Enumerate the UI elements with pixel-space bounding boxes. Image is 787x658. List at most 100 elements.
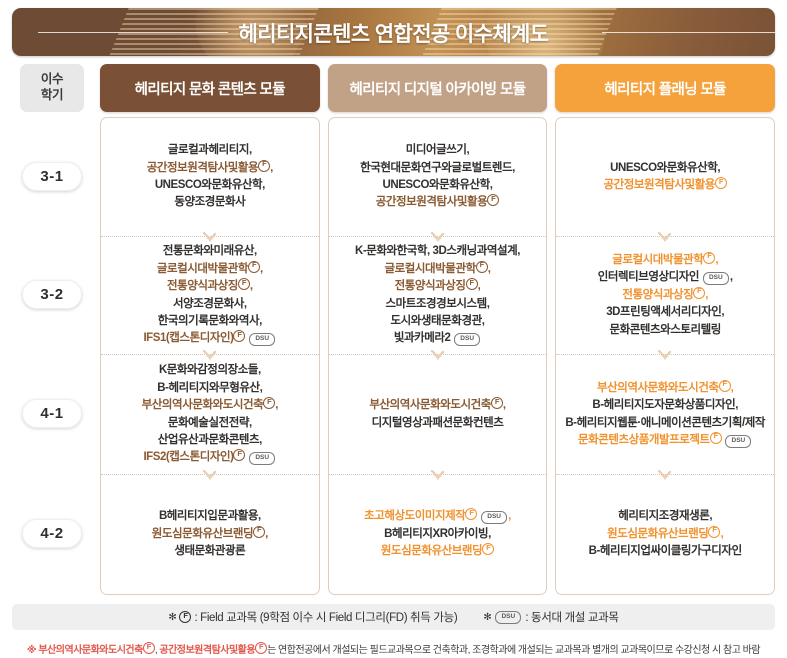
course-line: 전통양식과상징,: [598, 286, 733, 304]
banner-rule-right: [602, 32, 775, 33]
course-name: 미디어글쓰기,: [405, 144, 470, 157]
course-name: 빛과카메라2: [393, 332, 451, 345]
dsu-badge-icon: DSU: [481, 511, 508, 525]
course-line: IFS2(캡스톤디자인) DSU: [142, 449, 278, 466]
course-separator: ,: [715, 253, 719, 266]
course-name: 동양조경문화사: [174, 196, 246, 209]
field-degree-icon: [718, 379, 731, 392]
field-degree-icon: [258, 159, 271, 172]
course-name: 부산의역사문화와도시건축: [141, 399, 264, 412]
course-name: IFS1(캡스톤디자인): [143, 332, 234, 345]
field-degree-icon: [703, 251, 716, 264]
course-cell-m2-s1: 미디어글쓰기, 한국현대문화연구와글로벌트렌드, UNESCO와문화유산학, 공간정보…: [329, 118, 547, 236]
course-name: 인터렉티브영상디자인: [597, 271, 700, 284]
course-name: UNESCO와문화유산학,: [154, 179, 265, 191]
course-cell-m1-s1: 글로컬과헤리티지, 공간정보원격탐사및활용, UNESCO와문화유산학, 동양조경문화…: [101, 118, 319, 236]
course-line: 문화콘텐츠와스토리텔링: [598, 322, 733, 339]
page-banner: 헤리티지콘텐츠 연합전공 이수체계도: [12, 8, 775, 56]
course-separator: ,: [508, 510, 511, 523]
course-cell-m3-s1: UNESCO와문화유산학, 공간정보원격탐사및활용: [556, 118, 774, 236]
course-line: UNESCO와문화유산학,: [603, 160, 726, 177]
course-name: 문화콘텐츠와스토리텔링: [609, 323, 721, 336]
course-line: B-헤리티지와무형유산,: [142, 380, 278, 397]
course-line: 부산의역사문화와도시건축,: [565, 379, 765, 397]
semester-header-line2: 학기: [40, 88, 64, 102]
footnote: ※ 부산의역사문화와도시건축, 공간정보원격탐사및활용는 연합전공에서 개설되는…: [12, 641, 775, 657]
course-name: 공간정보원격탐사및활용: [603, 179, 715, 191]
legend-item-dsu: ✻ DSU : 동서대 개설 교과목: [483, 609, 619, 625]
course-name: 초고해상도이미지제작: [364, 510, 466, 523]
page-title: 헤리티지콘텐츠 연합전공 이수체계도: [238, 23, 550, 46]
course-separator: ,: [275, 399, 278, 412]
course-line: UNESCO와문화유산학,: [147, 177, 273, 194]
course-separator: ,: [502, 399, 506, 412]
course-name: B-헤리티지도자문화상품디자인,: [592, 399, 739, 412]
course-name: 산업유산과문화콘텐츠,: [157, 433, 262, 446]
course-line: B-헤리티지업싸이클링가구디자인: [588, 543, 743, 560]
course-name: B헤리티지입문과활용,: [158, 510, 261, 523]
course-cell-m3-s2: 글로컬시대박물관학,인터렉티브영상디자인 DSU,전통양식과상징,3D프린팅액세…: [556, 231, 775, 354]
course-name: IFS2(캡스톤디자인): [143, 451, 234, 464]
semester-cell: 4-1: [12, 353, 92, 473]
roadmap-grid: 이수 학기 3-1 3-2 4-1 4-2 헤리티지 문화 콘텐츠 모듈: [12, 64, 776, 595]
course-line: 생태문화관광론: [152, 543, 268, 560]
course-line: 빛과카메라2 DSU: [355, 330, 520, 347]
semester-cell: 3-2: [12, 235, 92, 353]
course-line: 원도심문화유산브랜딩: [364, 543, 511, 560]
course-name: 생태문화관광론: [174, 545, 246, 558]
semester-badge-1: 3-2: [22, 279, 82, 309]
field-degree-icon: [233, 330, 246, 343]
module-header-2: 헤리티지 디지털 아카이빙 모듈: [327, 64, 548, 112]
semester-header-line1: 이수: [40, 72, 64, 87]
course-cell-m2-s3: 부산의역사문화와도시건축, 디지털영상과패션문화컨텐츠: [328, 349, 547, 474]
course-name: 헤리티지조경재생론,: [618, 510, 713, 523]
field-degree-icon: [253, 525, 266, 538]
course-name: UNESCO와문화유산학,: [382, 179, 493, 191]
course-line: 한국현대문화연구와글로벌트렌드,: [360, 160, 515, 177]
legend-item-field: ✻ : Field 교과목 (9학점 이수 시 Field 디그리(FD) 취득…: [168, 609, 457, 625]
course-name: 디지털영상과패션문화컨텐츠: [371, 416, 504, 429]
field-degree-icon: [465, 278, 478, 291]
course-name: K-문화와한국학, 3D스캐닝과역설계,: [355, 245, 520, 258]
legend-dsu-text: : 동서대 개설 교과목: [525, 612, 619, 624]
course-separator: ,: [260, 262, 263, 275]
field-degree-icon: [709, 431, 722, 444]
course-name: B-헤리티지업싸이클링가구디자인: [588, 545, 743, 558]
course-line: 헤리티지조경재생론,: [589, 508, 742, 525]
course-line: 서양조경문화사,: [143, 296, 276, 313]
field-degree-icon: [465, 508, 478, 521]
course-name: 공간정보원격탐사및활용: [146, 161, 259, 174]
course-name: 글로컬시대박물관학: [384, 262, 477, 275]
course-line: 산업유산과문화콘텐츠,: [142, 432, 278, 449]
course-name: B헤리티지XR아카이빙,: [384, 527, 491, 540]
semester-badge-2: 4-1: [22, 398, 82, 428]
course-name: 전통문화와미래유산,: [162, 245, 257, 258]
footnote-text: 는 연합전공에서 개설되는 필드교과목으로 건축학과, 조경학과에 개설되는 교…: [267, 645, 761, 656]
module-column-3: 헤리티지 플래닝 모듈 UNESCO와문화유산학, 공간정보원격탐사및활용 글로컬…: [555, 64, 776, 595]
course-line: 도시와생태문화경관,: [355, 313, 520, 330]
footnote-separator: ,: [154, 645, 160, 656]
course-line: 3D프린팅액세서리디자인,: [598, 304, 733, 321]
course-line: 문화예술실전전략,: [142, 415, 278, 432]
module-header-1: 헤리티지 문화 콘텐츠 모듈: [100, 64, 320, 112]
field-degree-icon: [233, 449, 246, 462]
module-column-1: 헤리티지 문화 콘텐츠 모듈 글로컬과헤리티지, 공간정보원격탐사및활용, UNES…: [100, 64, 320, 595]
asterisk-icon: ※: [26, 645, 39, 656]
course-line: K-문화와한국학, 3D스캐닝과역설계,: [355, 243, 520, 260]
semester-column: 이수 학기 3-1 3-2 4-1 4-2: [12, 64, 92, 593]
course-line: 글로컬시대박물관학,: [598, 251, 733, 269]
course-name: B-헤리티지웹툰·애니메이션콘텐츠기획/제작: [565, 416, 766, 429]
course-separator: ,: [249, 280, 253, 293]
course-name: 도시와생태문화경관,: [390, 314, 485, 327]
course-separator: ,: [265, 527, 268, 540]
course-line: B헤리티지XR아카이빙,: [364, 526, 511, 543]
dsu-badge-icon: DSU: [454, 333, 481, 347]
field-degree-icon: [255, 642, 268, 654]
footnote-course-1: 부산의역사문화와도시건축: [38, 642, 155, 656]
field-degree-icon: [693, 286, 706, 299]
module-body-3: UNESCO와문화유산학, 공간정보원격탐사및활용 글로컬시대박물관학, 인터렉티브…: [555, 117, 776, 595]
course-cell-m3-s3: 부산의역사문화와도시건축, B-헤리티지도자문화상품디자인, B-헤리티지웹툰·애니…: [556, 349, 775, 474]
course-name: 문화예술실전전략,: [167, 416, 252, 429]
course-line: 공간정보원격탐사및활용,: [146, 159, 274, 177]
